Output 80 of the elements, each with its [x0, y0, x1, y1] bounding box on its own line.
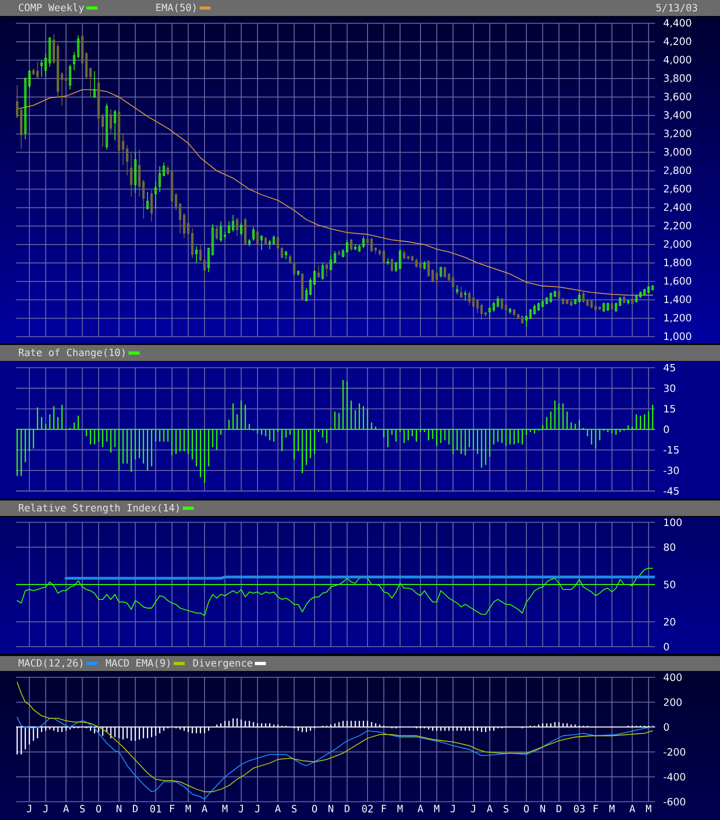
legend-label: COMP Weekly	[18, 3, 84, 14]
y-tick-label: 80	[664, 543, 676, 551]
y-tick-label: 0	[664, 723, 669, 731]
y-tick-label: 0	[664, 426, 669, 434]
legend-label: MACD EMA(9)	[106, 658, 170, 668]
y-tick-label: 1,000	[664, 332, 692, 341]
legend-label: MACD(12,26)	[18, 658, 82, 668]
x-tick-label: N	[328, 804, 334, 812]
y-tick-label: -45	[664, 487, 679, 495]
x-tick-label: S	[80, 804, 85, 812]
y-tick-label: -400	[664, 773, 686, 781]
legend-label: EMA(50)	[156, 3, 196, 12]
x-tick-label: M	[186, 804, 191, 812]
y-tick-label: 200	[664, 698, 682, 706]
x-tick-label: M	[222, 804, 228, 812]
x-tick-label: A	[629, 804, 636, 812]
x-tick-label: A	[418, 804, 424, 812]
x-tick-label: A	[202, 804, 208, 812]
x-tick-label: A	[275, 804, 281, 812]
x-tick-label: M	[609, 804, 615, 812]
y-tick-label: 3,400	[664, 111, 692, 120]
y-tick-label: 100	[664, 518, 682, 526]
x-tick-label: O	[96, 804, 102, 812]
y-tick-label: -15	[664, 446, 679, 454]
y-tick-label: 45	[664, 364, 676, 372]
y-tick-label: 0	[664, 642, 669, 650]
x-tick-label: J	[470, 804, 476, 812]
x-tick-label: D	[556, 804, 562, 812]
x-tick-label: D	[132, 804, 138, 812]
x-tick-label: N	[116, 804, 122, 812]
x-tick-label: D	[344, 804, 350, 812]
y-tick-label: 4,000	[664, 56, 692, 64]
x-tick-label: M	[398, 804, 403, 812]
y-tick-label: 1,600	[664, 277, 692, 286]
y-tick-label: 1,200	[664, 314, 692, 323]
legend-label: Relative Strength Index(14)	[18, 504, 179, 514]
x-tick-label: M	[434, 804, 440, 812]
y-tick-label: 2,600	[664, 184, 692, 194]
y-tick-label: 3,800	[664, 74, 692, 83]
y-tick-label: 1,400	[664, 296, 692, 304]
x-tick-label: S	[292, 804, 297, 812]
x-tick-label: J	[255, 804, 260, 812]
y-tick-label: 2,000	[664, 240, 692, 249]
y-tick-label: 3,200	[664, 130, 692, 138]
y-tick-label: -600	[664, 798, 686, 806]
x-tick-label: J	[450, 804, 455, 812]
y-tick-label: 50	[664, 580, 676, 588]
y-tick-label: 2,200	[664, 222, 692, 230]
x-tick-label: S	[504, 804, 508, 812]
y-tick-label: 30	[664, 384, 676, 392]
x-tick-label: F	[382, 804, 386, 812]
x-tick-label: 03	[574, 804, 585, 812]
y-tick-label: 4,400	[664, 19, 692, 28]
x-tick-label: J	[238, 804, 243, 812]
y-tick-label: 20	[664, 618, 676, 626]
y-tick-label: 400	[664, 673, 682, 682]
y-tick-label: 3,000	[664, 148, 692, 157]
y-tick-label: 2,400	[664, 203, 692, 212]
x-tick-label: J	[43, 804, 48, 812]
y-tick-label: 2,800	[664, 166, 692, 176]
x-tick-label: J	[26, 804, 32, 812]
x-tick-label: M	[646, 804, 652, 812]
x-tick-label: 02	[362, 804, 373, 812]
x-tick-label: F	[170, 804, 174, 812]
y-tick-label: 15	[664, 405, 676, 413]
y-tick-label: 3,600	[664, 92, 692, 102]
y-tick-label: 1,800	[664, 258, 692, 268]
legend-label: Rate of Change(10)	[18, 348, 124, 358]
y-tick-label: 4,200	[664, 37, 692, 46]
x-tick-label: A	[486, 804, 493, 812]
legend-label: Divergence	[193, 658, 252, 669]
text: 5/13/03	[656, 4, 698, 12]
x-tick-label: A	[63, 804, 69, 812]
y-tick-label: -30	[664, 466, 679, 474]
x-tick-label: O	[312, 804, 317, 812]
x-tick-label: N	[540, 804, 546, 812]
y-tick-label: -200	[664, 748, 686, 756]
x-tick-label: 01	[150, 804, 162, 812]
x-tick-label: O	[524, 804, 529, 812]
x-tick-label: F	[594, 804, 598, 812]
